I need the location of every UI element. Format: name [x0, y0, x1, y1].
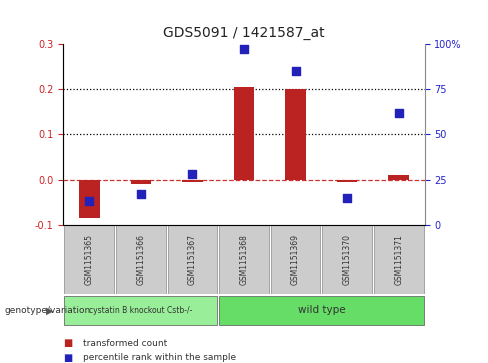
Point — [240, 46, 248, 52]
Text: GSM1151368: GSM1151368 — [240, 234, 248, 285]
Bar — [374, 225, 424, 294]
Point — [137, 191, 145, 197]
Bar — [182, 180, 203, 182]
Bar — [168, 225, 217, 294]
Bar — [337, 180, 358, 182]
Text: cystatin B knockout Cstb-/-: cystatin B knockout Cstb-/- — [89, 306, 192, 315]
Text: GSM1151366: GSM1151366 — [136, 234, 145, 285]
Bar — [79, 180, 100, 218]
Bar — [130, 180, 151, 184]
Text: percentile rank within the sample: percentile rank within the sample — [83, 353, 236, 362]
Point — [292, 68, 300, 74]
Text: ▶: ▶ — [46, 305, 54, 315]
Bar — [388, 175, 409, 180]
Bar — [116, 225, 165, 294]
Bar — [64, 295, 217, 325]
Point — [395, 110, 403, 115]
Point — [85, 199, 93, 204]
Bar — [219, 295, 424, 325]
Text: GSM1151370: GSM1151370 — [343, 234, 352, 285]
Text: ■: ■ — [63, 352, 73, 363]
Title: GDS5091 / 1421587_at: GDS5091 / 1421587_at — [163, 26, 325, 40]
Bar — [219, 225, 269, 294]
Text: GSM1151365: GSM1151365 — [85, 234, 94, 285]
Text: ■: ■ — [63, 338, 73, 348]
Text: transformed count: transformed count — [83, 339, 167, 347]
Text: wild type: wild type — [298, 305, 345, 315]
Bar — [64, 225, 114, 294]
Text: GSM1151369: GSM1151369 — [291, 234, 300, 285]
Text: GSM1151371: GSM1151371 — [394, 234, 403, 285]
Bar — [234, 87, 254, 180]
Bar — [285, 89, 306, 180]
Bar — [323, 225, 372, 294]
Bar — [271, 225, 320, 294]
Text: GSM1151367: GSM1151367 — [188, 234, 197, 285]
Point — [343, 195, 351, 201]
Text: genotype/variation: genotype/variation — [5, 306, 91, 315]
Point — [188, 171, 196, 177]
